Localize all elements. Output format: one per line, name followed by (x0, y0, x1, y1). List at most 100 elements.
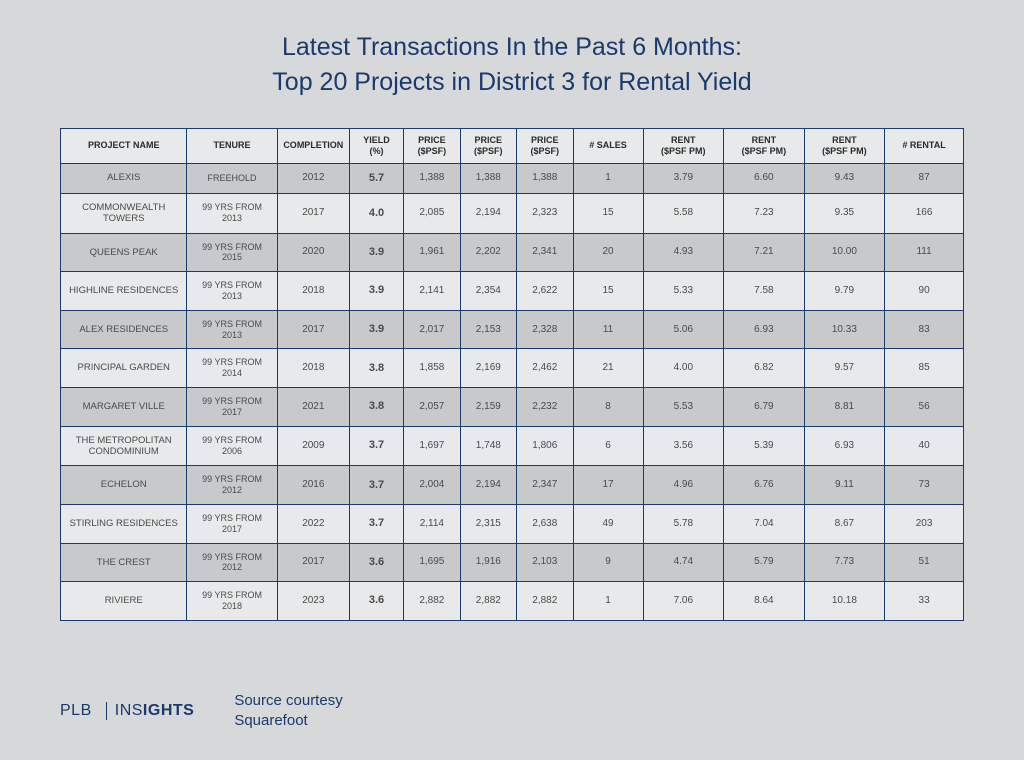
col-header-2: COMPLETION (277, 129, 349, 164)
cell-11-9: 8.64 (724, 582, 805, 621)
cell-8-6: 2,347 (517, 466, 573, 505)
projects-table: PROJECT NAMETENURECOMPLETIONYIELD(%)PRIC… (60, 128, 964, 621)
cell-4-4: 2,017 (404, 310, 460, 349)
cell-11-11: 33 (885, 582, 964, 621)
cell-4-1: 99 YRS FROM 2013 (187, 310, 277, 349)
cell-4-2: 2017 (277, 310, 349, 349)
col-header-4: PRICE($PSF) (404, 129, 460, 164)
cell-3-4: 2,141 (404, 272, 460, 311)
cell-4-11: 83 (885, 310, 964, 349)
cell-11-3: 3.6 (349, 582, 403, 621)
cell-0-8: 3.79 (643, 163, 724, 193)
cell-9-1: 99 YRS FROM 2017 (187, 504, 277, 543)
cell-9-10: 8.67 (804, 504, 885, 543)
cell-1-2: 2017 (277, 193, 349, 233)
cell-7-9: 5.39 (724, 426, 805, 466)
cell-9-0: STIRLING RESIDENCES (61, 504, 187, 543)
cell-2-3: 3.9 (349, 233, 403, 272)
cell-8-9: 6.76 (724, 466, 805, 505)
cell-1-11: 166 (885, 193, 964, 233)
cell-2-10: 10.00 (804, 233, 885, 272)
table-row: STIRLING RESIDENCES99 YRS FROM 201720223… (61, 504, 964, 543)
cell-11-0: RIVIERE (61, 582, 187, 621)
table-container: PROJECT NAMETENURECOMPLETIONYIELD(%)PRIC… (60, 128, 964, 621)
cell-0-2: 2012 (277, 163, 349, 193)
table-row: ALEX RESIDENCES99 YRS FROM 201320173.92,… (61, 310, 964, 349)
cell-6-4: 2,057 (404, 387, 460, 426)
logo-divider (106, 702, 107, 720)
cell-4-7: 11 (573, 310, 643, 349)
col-header-10: RENT($PSF PM) (804, 129, 885, 164)
cell-3-1: 99 YRS FROM 2013 (187, 272, 277, 311)
cell-1-7: 15 (573, 193, 643, 233)
cell-0-3: 5.7 (349, 163, 403, 193)
cell-9-7: 49 (573, 504, 643, 543)
cell-1-8: 5.58 (643, 193, 724, 233)
cell-9-2: 2022 (277, 504, 349, 543)
cell-7-1: 99 YRS FROM 2006 (187, 426, 277, 466)
cell-1-10: 9.35 (804, 193, 885, 233)
table-row: ECHELON99 YRS FROM 201220163.72,0042,194… (61, 466, 964, 505)
cell-9-8: 5.78 (643, 504, 724, 543)
cell-3-3: 3.9 (349, 272, 403, 311)
cell-3-8: 5.33 (643, 272, 724, 311)
col-header-7: # SALES (573, 129, 643, 164)
cell-4-6: 2,328 (517, 310, 573, 349)
cell-7-11: 40 (885, 426, 964, 466)
cell-6-6: 2,232 (517, 387, 573, 426)
cell-5-6: 2,462 (517, 349, 573, 388)
cell-7-2: 2009 (277, 426, 349, 466)
cell-2-2: 2020 (277, 233, 349, 272)
col-header-3: YIELD(%) (349, 129, 403, 164)
cell-11-10: 10.18 (804, 582, 885, 621)
cell-0-6: 1,388 (517, 163, 573, 193)
cell-11-5: 2,882 (460, 582, 516, 621)
col-header-6: PRICE($PSF) (517, 129, 573, 164)
cell-8-8: 4.96 (643, 466, 724, 505)
cell-6-9: 6.79 (724, 387, 805, 426)
table-row: COMMONWEALTH TOWERS99 YRS FROM 201320174… (61, 193, 964, 233)
cell-2-4: 1,961 (404, 233, 460, 272)
cell-5-11: 85 (885, 349, 964, 388)
cell-6-11: 56 (885, 387, 964, 426)
cell-1-4: 2,085 (404, 193, 460, 233)
cell-10-9: 5.79 (724, 543, 805, 582)
col-header-11: # RENTAL (885, 129, 964, 164)
cell-5-4: 1,858 (404, 349, 460, 388)
col-header-5: PRICE($PSF) (460, 129, 516, 164)
table-row: HIGHLINE RESIDENCES99 YRS FROM 201320183… (61, 272, 964, 311)
cell-10-10: 7.73 (804, 543, 885, 582)
col-header-0: PROJECT NAME (61, 129, 187, 164)
cell-0-10: 9.43 (804, 163, 885, 193)
col-header-8: RENT($PSF PM) (643, 129, 724, 164)
cell-3-6: 2,622 (517, 272, 573, 311)
table-body: ALEXISFREEHOLD20125.71,3881,3881,38813.7… (61, 163, 964, 620)
cell-7-8: 3.56 (643, 426, 724, 466)
cell-6-10: 8.81 (804, 387, 885, 426)
cell-6-1: 99 YRS FROM 2017 (187, 387, 277, 426)
cell-8-0: ECHELON (61, 466, 187, 505)
cell-2-6: 2,341 (517, 233, 573, 272)
cell-7-7: 6 (573, 426, 643, 466)
source-attribution: Source courtesy Squarefoot (234, 691, 342, 730)
table-row: THE CREST99 YRS FROM 201220173.61,6951,9… (61, 543, 964, 582)
cell-2-1: 99 YRS FROM 2015 (187, 233, 277, 272)
cell-5-10: 9.57 (804, 349, 885, 388)
cell-5-0: PRINCIPAL GARDEN (61, 349, 187, 388)
cell-0-7: 1 (573, 163, 643, 193)
cell-3-9: 7.58 (724, 272, 805, 311)
cell-11-2: 2023 (277, 582, 349, 621)
cell-9-5: 2,315 (460, 504, 516, 543)
cell-10-7: 9 (573, 543, 643, 582)
cell-5-2: 2018 (277, 349, 349, 388)
cell-3-0: HIGHLINE RESIDENCES (61, 272, 187, 311)
cell-1-9: 7.23 (724, 193, 805, 233)
cell-11-4: 2,882 (404, 582, 460, 621)
cell-0-11: 87 (885, 163, 964, 193)
cell-6-7: 8 (573, 387, 643, 426)
cell-7-3: 3.7 (349, 426, 403, 466)
cell-10-0: THE CREST (61, 543, 187, 582)
cell-0-4: 1,388 (404, 163, 460, 193)
cell-9-6: 2,638 (517, 504, 573, 543)
cell-10-4: 1,695 (404, 543, 460, 582)
